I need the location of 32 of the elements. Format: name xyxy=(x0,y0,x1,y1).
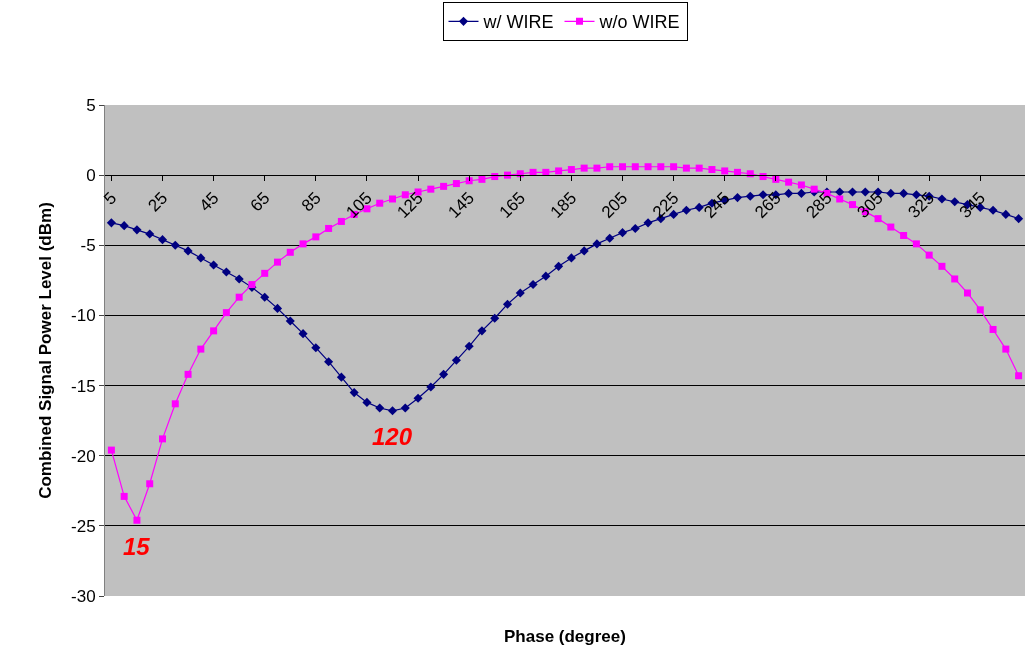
x-tick-label: 165 xyxy=(495,188,530,222)
x-tick-label: 105 xyxy=(342,188,376,222)
y-tick-label: -15 xyxy=(71,376,96,396)
y-tick-label: 5 xyxy=(86,95,96,115)
x-tick-label: 145 xyxy=(444,188,479,222)
y-tick-label: -25 xyxy=(71,516,96,536)
x-tick-label: 65 xyxy=(246,188,274,216)
x-tick-label: 25 xyxy=(144,188,172,216)
x-tick-label: 5 xyxy=(100,188,121,209)
legend-label: w/o WIRE xyxy=(598,12,680,33)
annotation: 120 xyxy=(372,423,413,450)
x-axis-title: Phase (degree) xyxy=(504,627,626,646)
x-tick-label: 305 xyxy=(853,188,887,222)
y-tick-label: -30 xyxy=(71,586,96,606)
y-tick-label: -10 xyxy=(71,306,96,326)
x-tick-label: 185 xyxy=(546,188,581,222)
annotation: 15 xyxy=(123,533,151,560)
x-tick-label: 125 xyxy=(393,188,427,222)
x-tick-label: 325 xyxy=(904,188,939,222)
x-tick-label: 225 xyxy=(648,188,683,222)
x-tick-label: 345 xyxy=(955,188,990,222)
y-tick-label: -20 xyxy=(71,446,96,466)
x-tick-label: 285 xyxy=(802,188,836,222)
y-tick-label: -5 xyxy=(80,236,96,256)
y-axis-title: Combined Signal Power Level (dBm) xyxy=(35,202,55,499)
x-tick-label: 205 xyxy=(597,188,632,222)
x-tick-label: 265 xyxy=(751,188,785,222)
x-tick-label: 45 xyxy=(195,188,223,216)
y-tick-label: 0 xyxy=(86,166,96,186)
x-tick-label: 245 xyxy=(700,188,734,222)
x-tick-label: 85 xyxy=(297,188,325,216)
legend-label: w/ WIRE xyxy=(482,12,554,33)
